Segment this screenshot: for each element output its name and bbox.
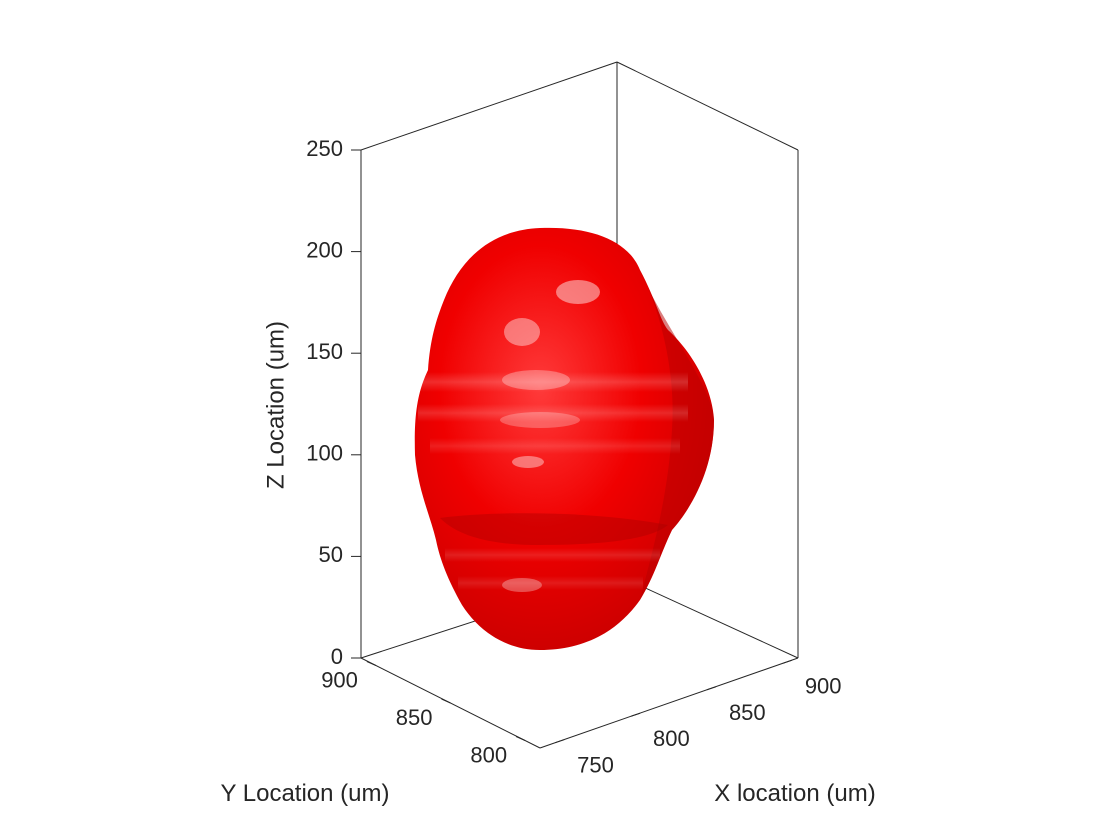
z-tick-label: 150: [306, 339, 343, 364]
z-axis-ticks: 0 50 100 150 200 250: [306, 136, 361, 669]
blob-band: [430, 438, 680, 454]
blob-band: [418, 372, 688, 392]
y-tick-mark: [515, 736, 526, 741]
y-tick-mark: [366, 661, 377, 666]
blob-band: [458, 576, 643, 590]
x-tick-label: 900: [805, 673, 842, 698]
x-tick-label: 800: [653, 726, 690, 751]
blob-highlight: [502, 370, 570, 390]
blob-dark-fold: [440, 513, 668, 545]
x-axis-label: X location (um): [714, 780, 875, 807]
x-tick-label: 750: [577, 753, 614, 778]
z-tick-label: 50: [319, 542, 343, 567]
y-axis-label: Y Location (um): [221, 780, 390, 807]
x-tick-mark: [706, 686, 717, 691]
z-tick-label: 200: [306, 237, 343, 262]
box-edge-top-left: [360, 61, 618, 151]
blob-highlight: [500, 412, 580, 428]
y-tick-label: 850: [396, 705, 433, 730]
blob-shadow-side: [640, 270, 714, 600]
blob-band: [445, 548, 660, 562]
y-axis-ticks: 800 850 900: [321, 661, 526, 768]
y-tick-label: 900: [321, 668, 358, 693]
y-tick-mark: [441, 698, 451, 704]
blob-highlight: [556, 280, 600, 304]
x-tick-mark: [555, 739, 565, 744]
surface-blob: [414, 227, 714, 650]
x-tick-mark: [630, 712, 641, 717]
box-edge-floor-right: [539, 657, 799, 749]
blob-highlight: [502, 578, 542, 592]
x-axis-ticks: 750 800 850 900: [555, 659, 842, 778]
z-axis-label: Z Location (um): [262, 321, 289, 489]
x-tick-mark: [782, 659, 792, 664]
y-tick-label: 800: [470, 743, 507, 768]
blob-band: [418, 404, 688, 422]
box-edge-top-right: [616, 61, 799, 151]
box-edge-floor-back-right: [616, 574, 799, 659]
x-tick-label: 850: [729, 700, 766, 725]
blob-highlight: [512, 456, 544, 468]
blob-highlight: [504, 318, 540, 346]
z-tick-label: 0: [331, 644, 343, 669]
z-tick-label: 250: [306, 136, 343, 161]
z-tick-label: 100: [306, 441, 343, 466]
